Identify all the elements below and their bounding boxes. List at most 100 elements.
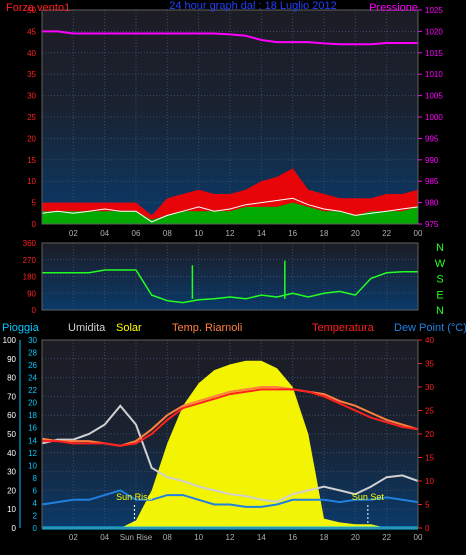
humidity-line	[41, 404, 419, 503]
legend-rain: Pioggia	[2, 322, 40, 334]
x-tick-label: 04	[100, 533, 109, 542]
y-tick-label-inner: 14	[28, 436, 37, 445]
y-tick-label-left: 25	[27, 113, 36, 122]
wind-panel-marks	[41, 30, 419, 224]
y-tick-label-left: 30	[27, 92, 36, 101]
y-tick-label-right: 1015	[425, 49, 443, 58]
x-tick-label: 20	[351, 229, 360, 238]
x-tick-label: 06	[132, 229, 141, 238]
y-tick-label-left: 90	[7, 355, 16, 364]
y-tick-label-left: 45	[27, 27, 36, 36]
y-tick-label-left: 20	[7, 486, 16, 495]
gust-area	[42, 168, 418, 224]
compass-label: E	[436, 289, 443, 301]
y-tick-label-right: 5	[425, 501, 430, 510]
x-tick-label: Sun Rise	[120, 533, 153, 542]
y-tick-label-inner: 18	[28, 411, 37, 420]
dewpoint-line	[41, 489, 419, 508]
y-tick-label-inner: 4	[33, 499, 38, 508]
x-tick-label: 22	[382, 229, 391, 238]
y-tick-label-left: 360	[23, 239, 37, 248]
y-tick-label-inner: 20	[28, 399, 37, 408]
y-tick-label-right: 995	[425, 134, 439, 143]
y-tick-label-inner: 30	[28, 336, 37, 345]
pressure-line	[42, 30, 418, 46]
y-tick-label-right: 975	[425, 220, 439, 229]
y-tick-label-right: 25	[425, 407, 434, 416]
y-tick-label-right: 990	[425, 156, 439, 165]
legend-temperature: Temperatura	[312, 322, 375, 334]
solar-area	[42, 360, 418, 528]
y-tick-label-right: 1025	[425, 6, 443, 15]
wind-speed-line	[41, 197, 419, 223]
pressure-label: Pressione	[369, 2, 418, 14]
y-tick-label-right: 0	[425, 524, 430, 533]
x-tick-label: 18	[320, 229, 329, 238]
x-tick-label: 10	[194, 533, 203, 542]
y-tick-label-right: 1010	[425, 70, 443, 79]
x-tick-label: 12	[226, 533, 235, 542]
y-tick-label-inner: 0	[33, 524, 38, 533]
y-tick-label-inner: 26	[28, 361, 37, 370]
x-tick-label: 20	[351, 533, 360, 542]
x-tick-label: 14	[257, 229, 266, 238]
direction-panel-marks	[42, 260, 418, 304]
y-tick-label-inner: 8	[33, 474, 38, 483]
y-tick-label-left: 50	[7, 430, 16, 439]
x-tick-label: 00	[414, 229, 423, 238]
y-tick-label-left: 70	[7, 392, 16, 401]
y-tick-label-left: 80	[7, 374, 16, 383]
x-tick-label: 14	[257, 533, 266, 542]
temp-panel-ticks: 0102030405060708090100024681012141618202…	[3, 336, 435, 542]
y-tick-label-left: 40	[27, 49, 36, 58]
x-tick-label: 10	[194, 229, 203, 238]
y-tick-label-right: 1000	[425, 113, 443, 122]
x-tick-label: 02	[69, 533, 78, 542]
wind-panel-background	[42, 10, 418, 224]
y-tick-label-left: 0	[12, 524, 17, 533]
y-tick-label-inner: 2	[33, 511, 38, 520]
wind-panel-ticks: 0510152025303540455097598098599099510001…	[27, 6, 443, 238]
y-tick-label-inner: 6	[33, 486, 38, 495]
y-tick-label-left: 100	[3, 336, 17, 345]
x-tick-label: 02	[69, 229, 78, 238]
y-tick-label-left: 35	[27, 70, 36, 79]
y-tick-label-left: 90	[27, 289, 36, 298]
x-tick-label: 00	[414, 533, 423, 542]
y-tick-label-right: 985	[425, 177, 439, 186]
temp-legend: Pioggia Umidita Solar Temp. Riarnoli Tem…	[2, 322, 466, 334]
y-tick-label-right: 20	[425, 430, 434, 439]
compass-label: W	[435, 258, 446, 270]
x-tick-label: 12	[226, 229, 235, 238]
y-tick-label-left: 10	[27, 177, 36, 186]
compass-label: N	[436, 305, 444, 317]
y-tick-label-left: 50	[27, 6, 36, 15]
y-tick-label-right: 40	[425, 336, 434, 345]
legend-solar: Solar	[116, 322, 142, 334]
compass-label: S	[436, 274, 443, 286]
y-tick-label-inner: 12	[28, 449, 37, 458]
y-tick-label-left: 30	[7, 468, 16, 477]
y-tick-label-inner: 28	[28, 349, 37, 358]
y-tick-label-right: 35	[425, 360, 434, 369]
temperature-line	[42, 388, 419, 447]
y-tick-label-right: 10	[425, 477, 434, 486]
y-tick-label-right: 15	[425, 454, 434, 463]
y-tick-label-right: 1005	[425, 92, 443, 101]
y-tick-label-left: 20	[27, 134, 36, 143]
sun-event-label: Sun Set	[352, 492, 385, 502]
panel-frame	[41, 242, 419, 311]
sun-event-label: Sun Rise	[116, 492, 153, 502]
y-tick-label-left: 15	[27, 156, 36, 165]
x-tick-label: 08	[163, 229, 172, 238]
y-tick-label-left: 180	[23, 273, 37, 282]
y-tick-label-left: 0	[32, 306, 37, 315]
y-tick-label-right: 30	[425, 383, 434, 392]
legend-dewpoint: Dew Point (°C)	[394, 322, 466, 334]
y-tick-label-left: 5	[32, 199, 37, 208]
x-tick-label: 22	[382, 533, 391, 542]
y-tick-label-inner: 22	[28, 386, 37, 395]
legend-humidity: Umidita	[68, 322, 106, 334]
chart-title: 24 hour graph dal : 18 Luglio 2012	[169, 0, 337, 12]
